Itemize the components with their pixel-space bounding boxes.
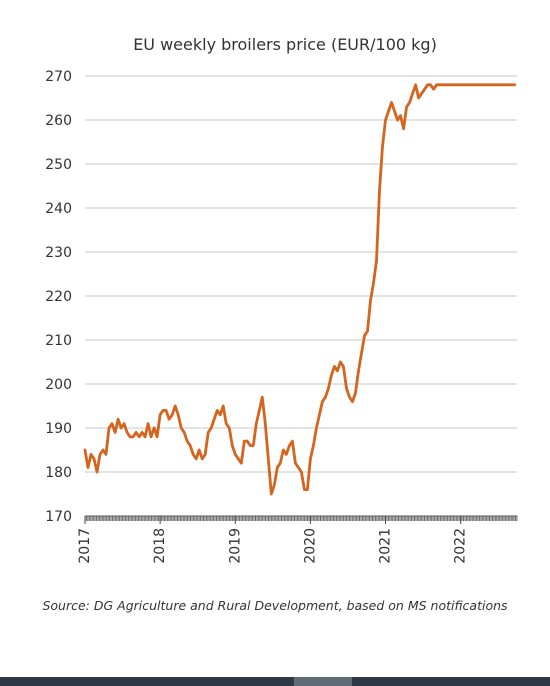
x-tick-label: 2022 <box>453 528 469 564</box>
x-tick-label: 2019 <box>227 528 243 564</box>
y-tick-label: 260 <box>45 113 72 129</box>
bottom-bar <box>0 677 550 686</box>
gridlines <box>85 75 517 517</box>
x-tick-label: 2020 <box>302 528 318 564</box>
bottom-bar-tab <box>294 677 352 686</box>
series-line <box>83 83 517 496</box>
y-tick-label: 230 <box>45 245 72 261</box>
y-tick-label: 200 <box>45 377 72 393</box>
y-tick-label: 170 <box>45 509 72 525</box>
y-tick-label: 270 <box>45 69 72 85</box>
x-axis-tick-labels: 2017 2018 2019 2020 2021 2022 <box>77 528 469 564</box>
source-note: Source: DG Agriculture and Rural Develop… <box>42 598 508 613</box>
y-tick-label: 190 <box>45 421 72 437</box>
y-axis-tick-labels: 170 180 190 200 210 220 230 240 250 260 270 <box>45 69 72 525</box>
y-tick-label: 240 <box>45 201 72 217</box>
y-tick-label: 180 <box>45 465 72 481</box>
x-axis <box>84 515 518 524</box>
chart-title: EU weekly broilers price (EUR/100 kg) <box>133 35 437 54</box>
y-tick-label: 220 <box>45 289 72 305</box>
x-tick-label: 2017 <box>77 528 93 564</box>
y-tick-label: 210 <box>45 333 72 349</box>
x-tick-label: 2018 <box>152 528 168 564</box>
series-layer <box>83 83 517 496</box>
x-tick-label: 2021 <box>378 528 394 564</box>
y-tick-label: 250 <box>45 157 72 173</box>
